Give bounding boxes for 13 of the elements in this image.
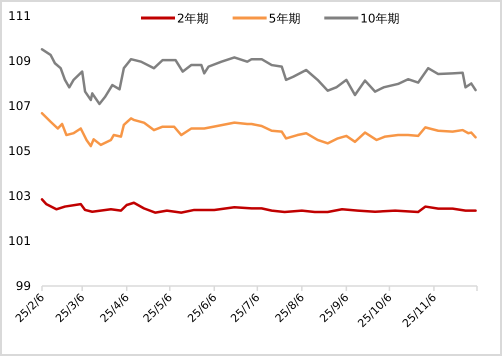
- y-tick-label: 111: [8, 9, 31, 23]
- line-series: [40, 198, 477, 214]
- y-tick-label: 107: [8, 99, 31, 113]
- line-series: [40, 48, 477, 106]
- legend-label: 2年期: [177, 12, 209, 26]
- y-tick-label: 103: [8, 189, 31, 203]
- y-tick-label: 105: [8, 144, 31, 158]
- line-series: [40, 112, 477, 148]
- legend-label: 10年期: [360, 12, 400, 26]
- y-tick-label: 109: [8, 54, 31, 68]
- y-tick-label: 99: [16, 279, 31, 293]
- legend-label: 5年期: [268, 12, 300, 26]
- y-tick-label: 101: [8, 234, 31, 248]
